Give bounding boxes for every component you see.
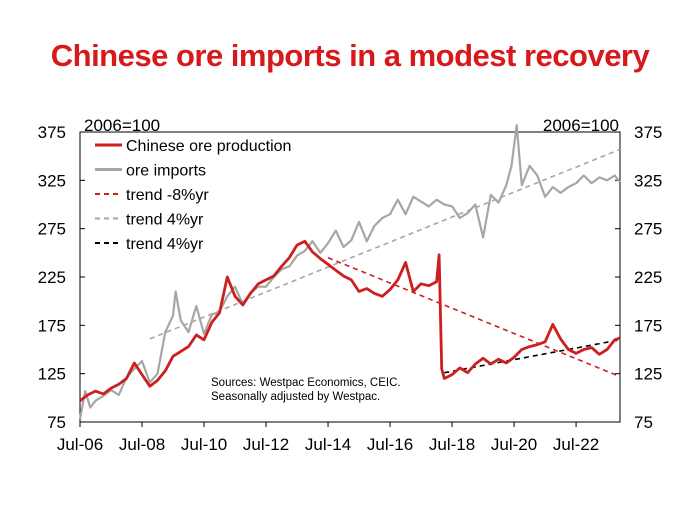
series-line-3 xyxy=(149,148,621,340)
y-tick-label-right: 75 xyxy=(634,413,653,432)
series-line-2 xyxy=(327,256,621,378)
y-tick-label-left: 175 xyxy=(38,316,66,335)
chart-title: Chinese ore imports in a modest recovery xyxy=(50,38,650,73)
y-tick-label-right: 175 xyxy=(634,316,662,335)
y-tick-label-right: 225 xyxy=(634,268,662,287)
y-tick-label-left: 75 xyxy=(47,413,66,432)
x-tick-label: Jul-20 xyxy=(491,435,537,454)
series-line-1 xyxy=(78,124,621,420)
axes: 75 75 125 125 175 175 225 225 275 275 325 325 375 375… xyxy=(38,123,663,454)
series-line-0 xyxy=(79,239,621,402)
x-tick-label: Jul-18 xyxy=(429,435,475,454)
y-tick-label-right: 375 xyxy=(634,123,662,142)
legend-label-4: trend 4%yr xyxy=(126,236,204,253)
x-tick-label: Jul-12 xyxy=(243,435,289,454)
legend: Chinese ore production ore imports trend -… xyxy=(95,138,291,253)
legend-label-0: Chinese ore production xyxy=(126,138,291,155)
x-tick-label: Jul-22 xyxy=(553,435,599,454)
y-tick-label-right: 125 xyxy=(634,365,662,384)
source-note-line-2: Seasonally adjusted by Westpac. xyxy=(211,391,380,403)
x-tick-label: Jul-08 xyxy=(119,435,165,454)
y-tick-label-left: 275 xyxy=(38,220,66,239)
legend-label-2: trend -8%yr xyxy=(126,187,209,204)
y-tick-label-left: 325 xyxy=(38,171,66,190)
y-tick-label-left: 225 xyxy=(38,268,66,287)
y-tick-label-left: 375 xyxy=(38,123,66,142)
series-layer xyxy=(78,124,621,420)
x-tick-label: Jul-10 xyxy=(181,435,227,454)
legend-label-3: trend 4%yr xyxy=(126,212,204,229)
y-tick-label-left: 125 xyxy=(38,365,66,384)
y-tick-label-right: 275 xyxy=(634,220,662,239)
y-tick-label-right: 325 xyxy=(634,171,662,190)
x-tick-label: Jul-14 xyxy=(305,435,351,454)
right-axis-unit-label: 2006=100 xyxy=(543,116,619,135)
source-note-line-1: Sources: Westpac Economics, CEIC. xyxy=(211,377,401,389)
left-axis-unit-label: 2006=100 xyxy=(84,116,160,135)
legend-label-1: ore imports xyxy=(126,163,206,180)
x-tick-label: Jul-16 xyxy=(367,435,413,454)
x-tick-label: Jul-06 xyxy=(57,435,103,454)
